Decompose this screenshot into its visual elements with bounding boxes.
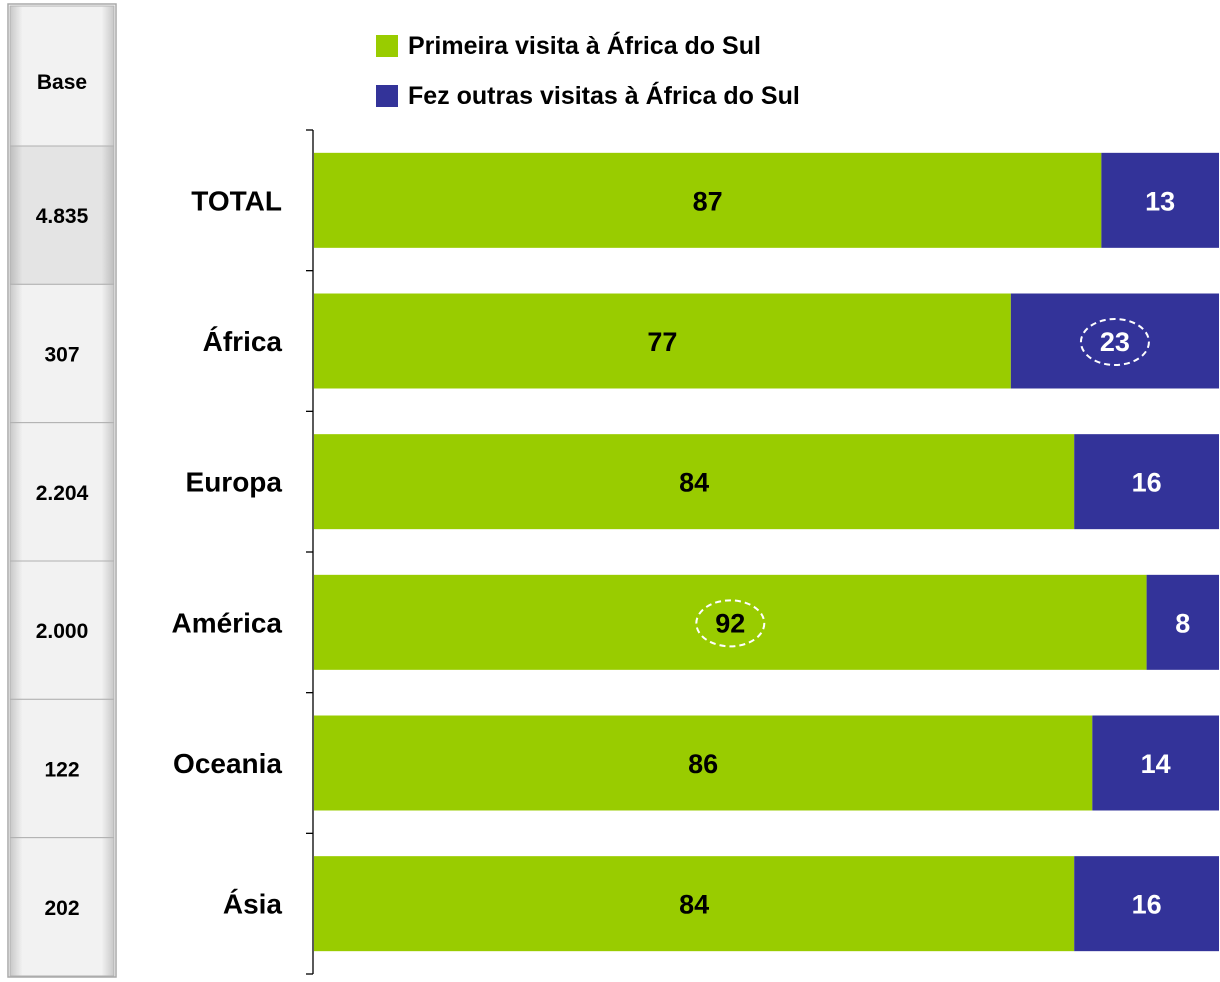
bar-asia-series-1 xyxy=(1074,856,1219,952)
base-value-europa: 2.204 xyxy=(36,482,89,505)
legend: Primeira visita à África do Sul Fez outr… xyxy=(376,31,800,110)
base-value-america: 2.000 xyxy=(36,620,89,643)
base-cell-asia xyxy=(9,837,115,977)
bar-total-series-1 xyxy=(1101,152,1219,248)
value-label-asia-series-0: 84 xyxy=(679,890,709,920)
bar-america-series-0 xyxy=(314,574,1147,670)
category-label-oceania: Oceania xyxy=(173,748,282,779)
highlight-circle-america xyxy=(695,599,766,648)
category-label-africa: África xyxy=(203,326,283,357)
value-label-total-series-0: 87 xyxy=(693,186,723,216)
value-label-europa-series-0: 84 xyxy=(679,468,709,498)
bar-asia-series-0 xyxy=(314,856,1075,952)
base-header-cell xyxy=(9,5,115,147)
base-value-oceania: 122 xyxy=(44,759,79,782)
bar-oceania-series-1 xyxy=(1092,715,1219,811)
bar-oceania-series-0 xyxy=(314,715,1093,811)
category-labels: TOTAL África Europa América Oceania Ásia xyxy=(171,185,282,919)
legend-label-primeira: Primeira visita à África do Sul xyxy=(408,31,761,60)
value-label-asia-series-1: 16 xyxy=(1132,890,1162,920)
bar-africa-series-0 xyxy=(314,293,1011,389)
base-value-asia: 202 xyxy=(44,897,79,920)
base-cell-total xyxy=(9,145,115,285)
bar-total-series-0 xyxy=(314,152,1102,248)
bar-america-series-1 xyxy=(1146,574,1219,670)
category-label-europa: Europa xyxy=(186,467,283,498)
bar-europa-series-0 xyxy=(314,434,1075,530)
bars-group: 87 13 77 23 84 16 92 8 86 14 84 16 xyxy=(314,152,1219,952)
base-value-total: 4.835 xyxy=(36,205,89,228)
value-label-america-series-0: 92 xyxy=(715,608,745,638)
value-label-africa-series-0: 77 xyxy=(647,327,677,357)
category-label-america: América xyxy=(171,607,282,638)
base-value-africa: 307 xyxy=(44,344,79,367)
base-cell-europa xyxy=(9,422,115,562)
value-label-total-series-1: 13 xyxy=(1145,186,1175,216)
value-label-america-series-1: 8 xyxy=(1175,608,1190,638)
base-cell-africa xyxy=(9,283,115,424)
base-cell-america xyxy=(9,560,115,700)
value-label-africa-series-1: 23 xyxy=(1100,327,1130,357)
category-axis xyxy=(306,129,314,975)
category-label-total: TOTAL xyxy=(191,185,282,216)
legend-label-outras: Fez outras visitas à África do Sul xyxy=(408,81,800,110)
value-label-oceania-series-0: 86 xyxy=(688,749,718,779)
base-header: Base xyxy=(37,71,87,94)
category-label-asia: Ásia xyxy=(223,889,283,920)
base-values: 4.835 307 2.204 2.000 122 202 xyxy=(9,145,115,977)
value-label-oceania-series-1: 14 xyxy=(1141,749,1171,779)
value-label-europa-series-1: 16 xyxy=(1132,468,1162,498)
bar-africa-series-1 xyxy=(1010,293,1219,389)
highlight-circle-africa xyxy=(1079,318,1150,366)
legend-swatch-outras xyxy=(376,85,398,107)
legend-swatch-primeira xyxy=(376,35,398,57)
base-cell-oceania xyxy=(9,698,115,839)
bar-europa-series-1 xyxy=(1074,434,1219,530)
